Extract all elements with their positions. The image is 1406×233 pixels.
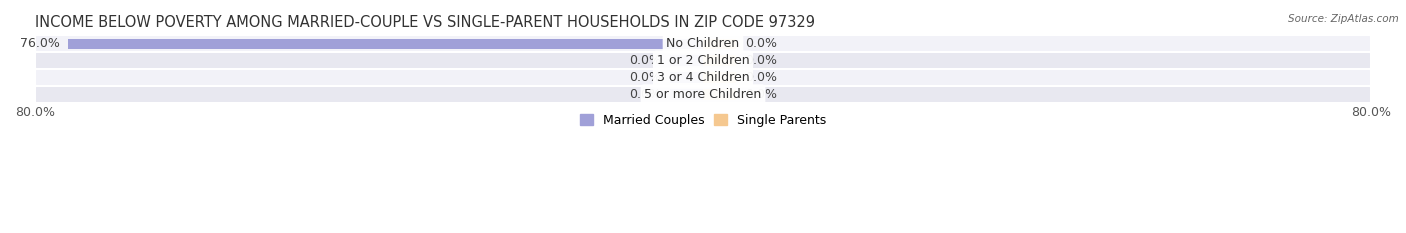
Bar — [35, 35, 1371, 52]
Text: 1 or 2 Children: 1 or 2 Children — [657, 54, 749, 67]
Text: 0.0%: 0.0% — [745, 88, 776, 101]
Bar — [69, 38, 703, 49]
Text: 5 or more Children: 5 or more Children — [644, 88, 762, 101]
Bar — [703, 89, 737, 100]
Text: 0.0%: 0.0% — [745, 71, 776, 84]
Legend: Married Couples, Single Parents: Married Couples, Single Parents — [575, 109, 831, 132]
Text: 0.0%: 0.0% — [630, 71, 661, 84]
Bar — [35, 52, 1371, 69]
Bar — [669, 55, 703, 66]
Text: No Children: No Children — [666, 37, 740, 50]
Bar — [703, 72, 737, 83]
Text: 0.0%: 0.0% — [745, 54, 776, 67]
Text: 3 or 4 Children: 3 or 4 Children — [657, 71, 749, 84]
Bar — [669, 89, 703, 100]
Bar — [703, 38, 737, 49]
Text: 0.0%: 0.0% — [630, 54, 661, 67]
Text: 76.0%: 76.0% — [20, 37, 60, 50]
Text: INCOME BELOW POVERTY AMONG MARRIED-COUPLE VS SINGLE-PARENT HOUSEHOLDS IN ZIP COD: INCOME BELOW POVERTY AMONG MARRIED-COUPL… — [35, 15, 815, 30]
Text: Source: ZipAtlas.com: Source: ZipAtlas.com — [1288, 14, 1399, 24]
Bar — [35, 69, 1371, 86]
Bar — [703, 55, 737, 66]
Bar — [669, 72, 703, 83]
Text: 0.0%: 0.0% — [630, 88, 661, 101]
Text: 0.0%: 0.0% — [745, 37, 776, 50]
Bar — [35, 86, 1371, 103]
